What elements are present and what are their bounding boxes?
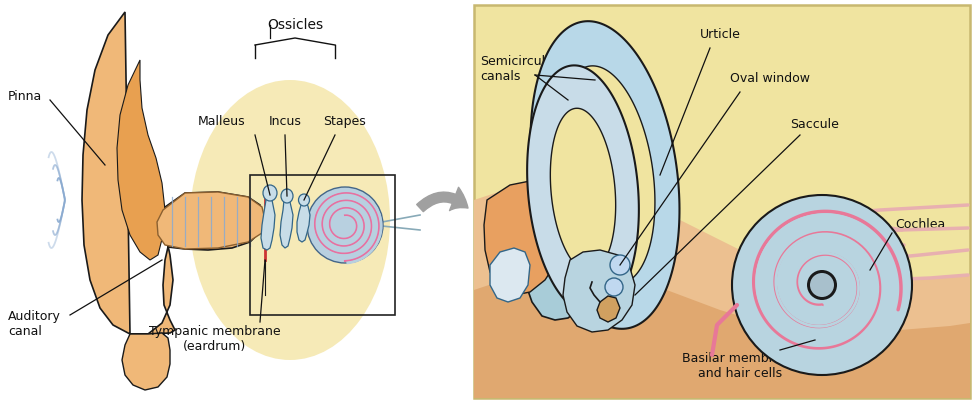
Text: Pinna: Pinna <box>8 90 42 103</box>
Circle shape <box>810 273 834 297</box>
Polygon shape <box>122 333 170 390</box>
Text: Ossicles: Ossicles <box>267 18 323 32</box>
Polygon shape <box>550 108 615 272</box>
Polygon shape <box>297 202 310 242</box>
Text: Incus: Incus <box>268 115 301 128</box>
Bar <box>250 175 395 315</box>
Polygon shape <box>597 296 620 322</box>
Bar <box>474 5 970 398</box>
Polygon shape <box>530 21 680 329</box>
Ellipse shape <box>263 185 277 201</box>
FancyArrowPatch shape <box>416 187 468 212</box>
Text: Oval window: Oval window <box>730 72 810 85</box>
Polygon shape <box>82 12 263 334</box>
Text: Stapes: Stapes <box>324 115 367 128</box>
Polygon shape <box>474 272 970 398</box>
Circle shape <box>610 255 630 275</box>
Text: Urticle: Urticle <box>700 28 741 41</box>
Polygon shape <box>522 145 622 320</box>
Circle shape <box>732 195 912 375</box>
Polygon shape <box>474 185 970 398</box>
Polygon shape <box>563 250 635 332</box>
Text: Semicircular
canals: Semicircular canals <box>480 55 558 83</box>
Polygon shape <box>566 275 615 322</box>
Polygon shape <box>484 180 572 295</box>
Polygon shape <box>157 192 265 249</box>
Text: Malleus: Malleus <box>198 115 246 128</box>
Text: Tympanic membrane
(eardrum): Tympanic membrane (eardrum) <box>149 325 281 353</box>
Text: Auditory
canal: Auditory canal <box>8 310 60 338</box>
Polygon shape <box>555 66 655 284</box>
Polygon shape <box>261 195 275 250</box>
Text: Basilar membrane
and hair cells: Basilar membrane and hair cells <box>682 352 798 380</box>
Circle shape <box>605 278 623 296</box>
Circle shape <box>807 270 837 300</box>
Ellipse shape <box>298 194 309 206</box>
Text: Cochlea: Cochlea <box>895 218 945 231</box>
Ellipse shape <box>190 80 390 360</box>
Polygon shape <box>527 65 639 315</box>
Ellipse shape <box>281 189 293 203</box>
Polygon shape <box>280 198 293 248</box>
Circle shape <box>307 187 383 263</box>
Text: Saccule: Saccule <box>790 118 838 131</box>
Polygon shape <box>490 248 530 302</box>
Polygon shape <box>117 60 165 260</box>
